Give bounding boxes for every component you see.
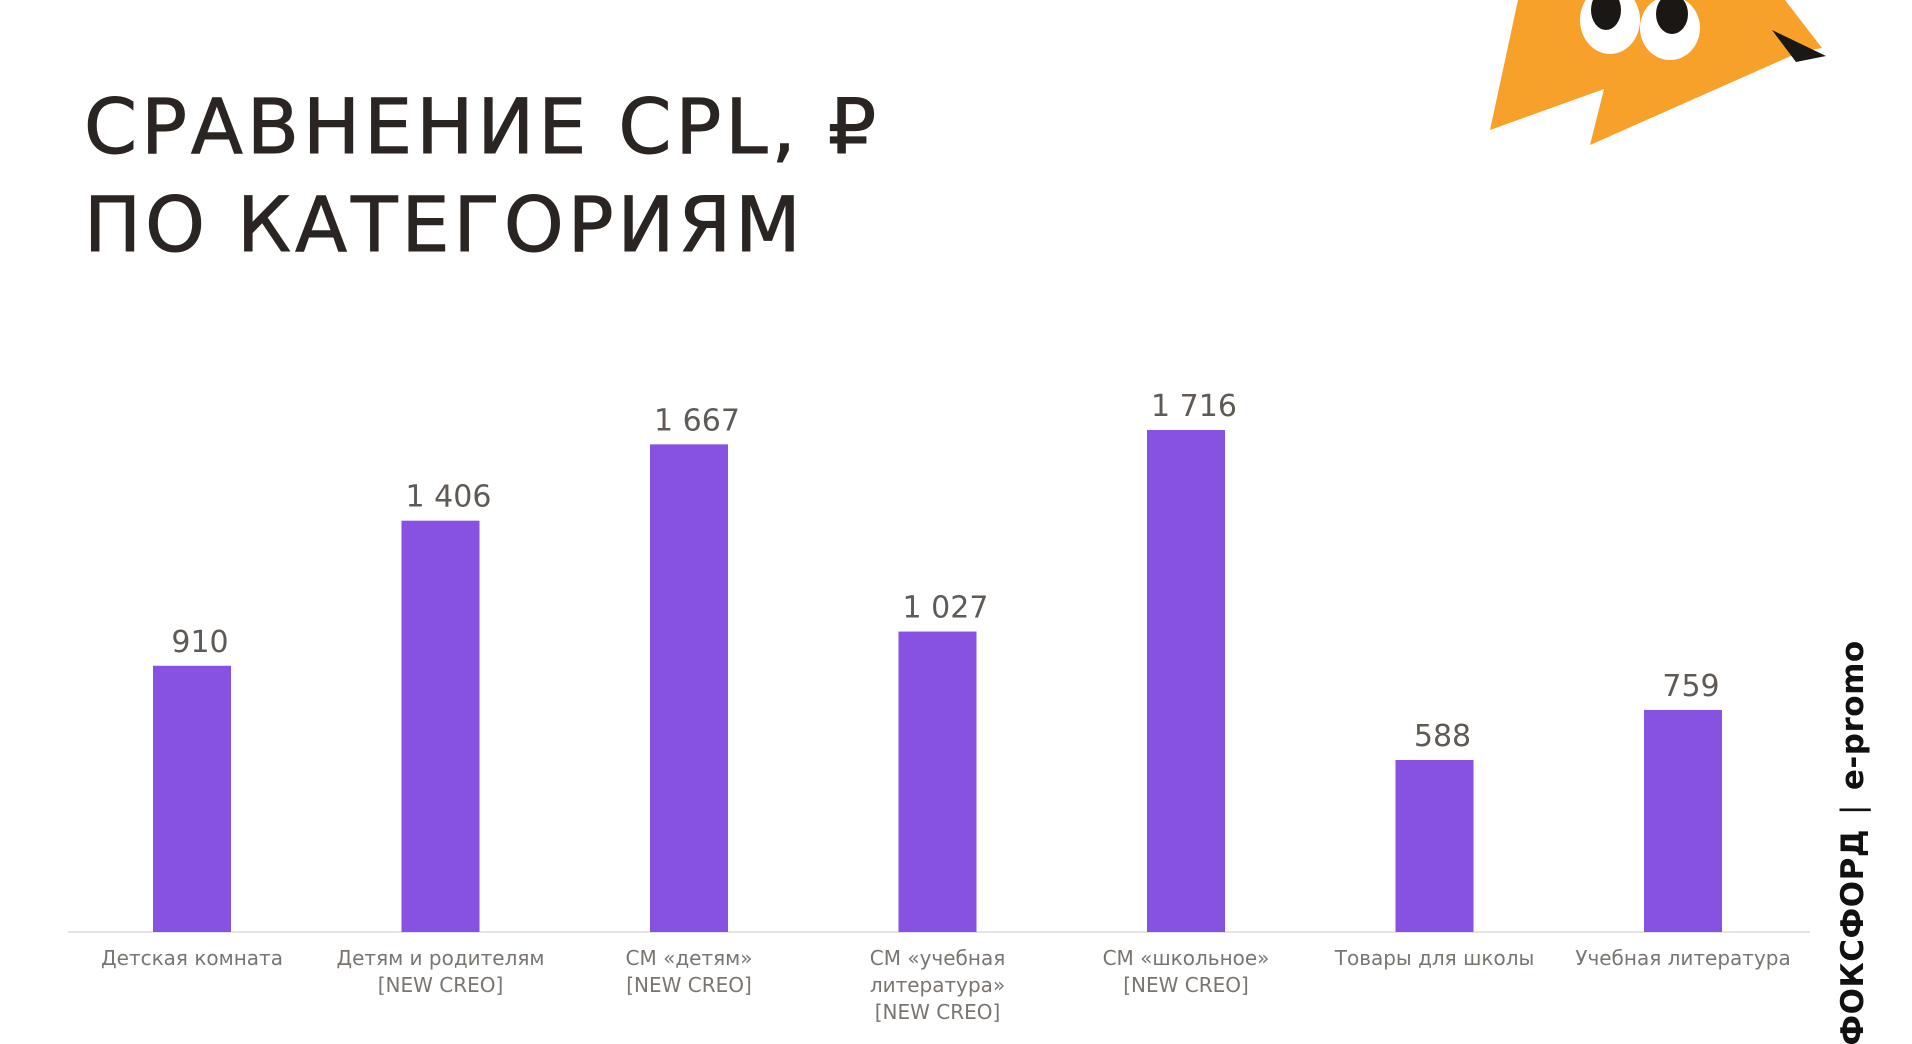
- fox-left-pupil: [1591, 0, 1621, 30]
- value-label-3: 1 667: [654, 403, 740, 438]
- category-label-4-line-1: СМ «учебная: [870, 946, 1005, 970]
- category-label-2-line-1: Детям и родителям: [336, 946, 544, 970]
- value-label-7: 759: [1662, 669, 1719, 704]
- category-label-6-line-1: Товары для школы: [1334, 946, 1535, 970]
- page-title: Сравнение CPL, ₽ по категориям: [83, 78, 881, 274]
- category-label-2-line-2: [NEW CREO]: [378, 973, 504, 997]
- category-label-2: Детям и родителям [NEW CREO]: [336, 946, 544, 997]
- brand-logo-text: ФОКСФОРД | e-promo: [1835, 640, 1871, 1044]
- brand-logo: ФОКСФОРД | e-promo: [1808, 640, 1898, 1044]
- category-label-1-line-1: Детская комната: [101, 946, 283, 970]
- brand-logo-foxford: ФОКСФОРД: [1835, 829, 1871, 1044]
- category-label-3-line-1: СМ «детям»: [626, 946, 753, 970]
- brand-separator: |: [1835, 804, 1871, 816]
- title-line-1: Сравнение CPL, ₽: [83, 82, 881, 172]
- category-label-7-line-1: Учебная литература: [1575, 946, 1791, 970]
- value-label-4: 1 027: [903, 591, 989, 626]
- bar-1: [153, 665, 231, 932]
- bar-7: [1644, 709, 1722, 932]
- category-label-6: Товары для школы: [1334, 946, 1535, 970]
- fox-mascot-icon: [1490, 0, 1826, 145]
- bar-6: [1395, 759, 1474, 932]
- bar-3: [650, 444, 728, 932]
- category-label-7: Учебная литература: [1575, 946, 1791, 970]
- category-label-3: СМ «детям» [NEW CREO]: [626, 946, 753, 997]
- fox-right-pupil: [1656, 0, 1688, 34]
- category-label-1: Детская комната: [101, 946, 283, 970]
- category-label-5-line-1: СМ «школьное»: [1103, 946, 1270, 970]
- value-label-1: 910: [171, 625, 228, 660]
- fox-head-shape: [1490, 0, 1822, 145]
- fox-nose-shape: [1772, 30, 1826, 62]
- category-label-4-line-2: литература»: [870, 973, 1005, 997]
- category-label-5: СМ «школьное» [NEW CREO]: [1103, 946, 1270, 997]
- brand-logo-epromo: e-promo: [1835, 640, 1871, 791]
- value-label-5: 1 716: [1151, 389, 1237, 424]
- value-labels-group: 910 1 406 1 667 1 027 1 716 588 759: [171, 389, 1719, 754]
- bar-2: [401, 520, 480, 932]
- bar-5: [1147, 430, 1225, 932]
- value-label-6: 588: [1414, 719, 1471, 754]
- category-labels-group: Детская комната Детям и родителям [NEW CRE…: [101, 946, 1791, 1024]
- bar-4: [898, 631, 977, 932]
- bars-group: [153, 430, 1722, 932]
- value-label-2: 1 406: [406, 480, 492, 515]
- category-label-4: СМ «учебная литература» [NEW CREO]: [870, 946, 1005, 1024]
- category-label-4-line-3: [NEW CREO]: [875, 1000, 1001, 1024]
- title-line-2: по категориям: [83, 180, 805, 270]
- category-label-3-line-2: [NEW CREO]: [626, 973, 752, 997]
- category-label-5-line-2: [NEW CREO]: [1123, 973, 1249, 997]
